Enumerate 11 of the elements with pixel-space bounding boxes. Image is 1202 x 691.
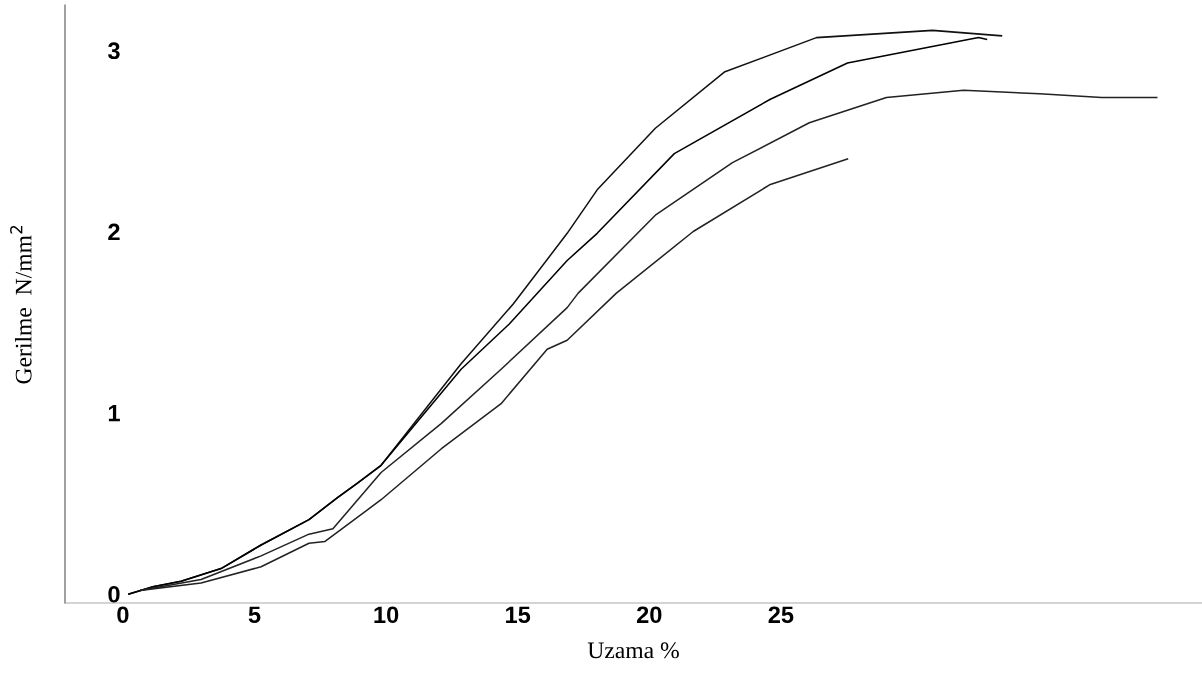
x-tick-label: 10: [374, 606, 399, 624]
y-tick-label: 3: [107, 42, 120, 60]
x-axis-title: Uzama %: [587, 642, 679, 659]
y-axis-title: Gerilme N/mm$^{2}$: [10, 225, 32, 384]
x-tick-label: 25: [768, 606, 794, 624]
y-tick-label: 2: [108, 223, 120, 241]
x-tick-label: 5: [248, 606, 261, 624]
y-tick-label: 0: [108, 586, 120, 603]
y-tick-label: 1: [108, 405, 120, 422]
x-tick-label: 20: [636, 606, 662, 624]
x-tick-label: 15: [506, 606, 531, 624]
